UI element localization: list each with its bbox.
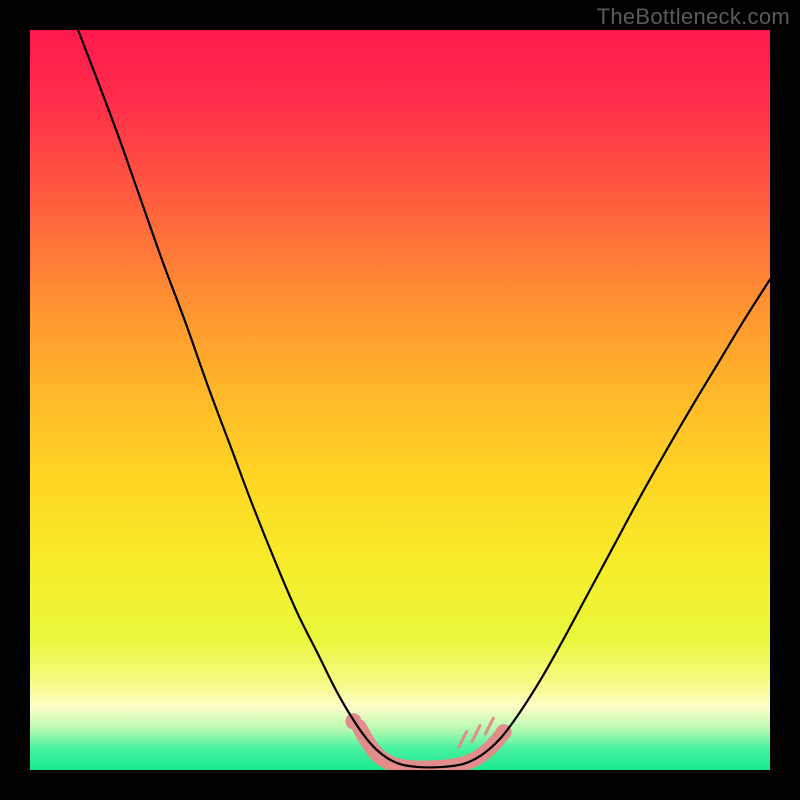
gradient-background [30, 30, 770, 770]
bottleneck-chart [0, 0, 800, 800]
chart-stage: TheBottleneck.com [0, 0, 800, 800]
watermark-text: TheBottleneck.com [597, 4, 790, 30]
